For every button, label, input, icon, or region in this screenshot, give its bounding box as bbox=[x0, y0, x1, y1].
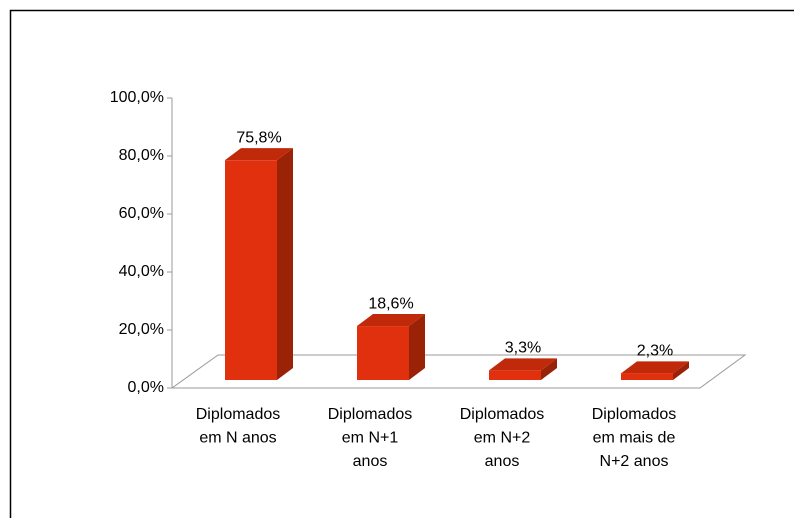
bar-side bbox=[673, 361, 689, 380]
bar-side bbox=[409, 314, 425, 380]
x-tick-label: em N anos bbox=[199, 430, 276, 447]
x-tick-label: Diplomados bbox=[460, 406, 544, 423]
bar-top bbox=[225, 148, 293, 161]
x-tick-label: em N+2 bbox=[474, 430, 531, 447]
bar-side bbox=[277, 148, 293, 380]
bar-front bbox=[621, 373, 673, 380]
data-label: 3,3% bbox=[505, 340, 541, 357]
bar-top bbox=[357, 314, 425, 327]
floor bbox=[170, 354, 747, 389]
data-label: 75,8% bbox=[236, 129, 281, 146]
bar bbox=[621, 361, 689, 380]
y-tick-label: 60,0% bbox=[119, 205, 164, 222]
x-tick-label: N+2 anos bbox=[600, 453, 669, 470]
x-tick-label: Diplomados bbox=[592, 406, 676, 423]
y-tick-label: 0,0% bbox=[128, 379, 164, 396]
x-tick-label: Diplomados bbox=[328, 406, 412, 423]
y-tick-label: 40,0% bbox=[119, 263, 164, 280]
bar bbox=[357, 314, 425, 380]
chart-frame bbox=[9, 9, 794, 518]
bar-top bbox=[621, 361, 689, 374]
x-tick-label: anos bbox=[485, 453, 520, 470]
bar-front bbox=[357, 326, 409, 380]
bar-top bbox=[489, 358, 557, 371]
x-tick-label: anos bbox=[353, 453, 388, 470]
y-tick-label: 80,0% bbox=[119, 147, 164, 164]
data-label: 18,6% bbox=[368, 295, 413, 312]
x-tick-label: em N+1 bbox=[342, 430, 399, 447]
bar-front bbox=[489, 370, 541, 380]
x-tick-label: Diplomados bbox=[196, 406, 280, 423]
y-tick-label: 100,0% bbox=[110, 89, 164, 106]
bar bbox=[489, 358, 557, 380]
bar-front bbox=[225, 160, 277, 380]
y-tick-label: 20,0% bbox=[119, 321, 164, 338]
bar-side bbox=[541, 358, 557, 380]
data-label: 2,3% bbox=[637, 343, 673, 360]
bar bbox=[225, 148, 293, 380]
x-tick-label: em mais de bbox=[593, 430, 676, 447]
